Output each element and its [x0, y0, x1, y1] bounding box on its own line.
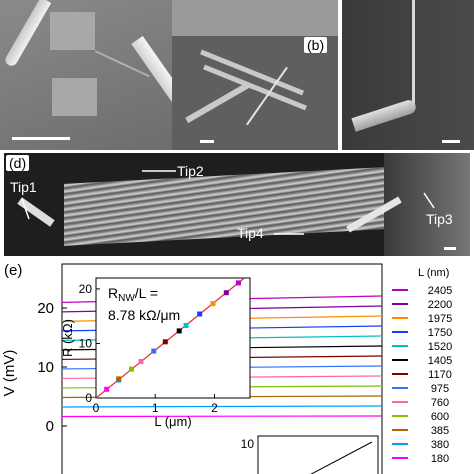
legend-title: L (nm)	[418, 267, 449, 279]
inset-y-tick-label: 10	[79, 336, 93, 350]
series-line	[61, 405, 383, 408]
inset2-frame	[257, 435, 379, 474]
inset-point	[104, 386, 110, 392]
inset-point	[210, 301, 216, 307]
sem-panel-d: (d) Tip1 Tip2 Tip3 Tip4	[4, 153, 470, 256]
legend-item: 1520	[428, 341, 452, 353]
y-tick-label: 20	[37, 300, 54, 317]
inset-point	[197, 311, 203, 317]
inset-point	[162, 339, 168, 345]
inset-point	[116, 376, 122, 382]
electrode-finger	[185, 82, 249, 124]
electrode-pad	[52, 78, 97, 116]
legend-item: 760	[431, 397, 449, 409]
legend-item: 975	[431, 383, 449, 395]
panel-b-label: (b)	[304, 37, 328, 53]
tip2-label: Tip2	[177, 163, 204, 179]
legend-item: 1170	[428, 369, 452, 381]
legend-item: 385	[431, 425, 449, 437]
tip-arrows	[21, 170, 435, 235]
inset-y-label: R (kΩ)	[60, 319, 75, 357]
y-tick-label: 0	[46, 418, 54, 435]
nanowire	[412, 0, 415, 105]
legend-item: 1405	[428, 355, 452, 367]
legend-item: 2200	[428, 299, 452, 311]
inset-point	[176, 328, 182, 334]
inset-point	[151, 348, 157, 354]
inset2-y-tick-label: 10	[241, 437, 255, 451]
legend-item: 2405	[428, 285, 452, 297]
main-plot-frame	[61, 263, 383, 474]
scale-bar	[444, 247, 456, 250]
substrate	[384, 153, 470, 256]
sem-panel-b: (b)	[172, 0, 338, 150]
tip3-label: Tip3	[426, 211, 453, 227]
tip1-label: Tip1	[10, 179, 37, 195]
legend-item: 380	[431, 439, 449, 451]
scale-bar	[200, 140, 214, 143]
probe-tip	[3, 0, 52, 68]
tip3-arrow	[423, 192, 435, 209]
probe-tip	[131, 35, 172, 110]
inset-x-label: L (μm)	[154, 414, 191, 429]
sem-panel-c	[342, 0, 474, 150]
y-tick-label: 10	[37, 359, 54, 376]
probe-tip	[351, 98, 418, 132]
inset-x-tick-label: 1	[152, 401, 159, 415]
inset-y-tick-label: 20	[79, 282, 93, 296]
tip4-label: Tip4	[237, 225, 264, 241]
scale-bar	[12, 137, 70, 140]
panel-d-label: (d)	[6, 155, 30, 171]
panel-e-label: (e)	[4, 262, 23, 279]
electrode-pad	[50, 12, 95, 50]
tip1-arrow	[21, 198, 30, 220]
legend-item: 1975	[428, 313, 452, 325]
inset-annotation-line1: RNW/L =	[108, 285, 158, 304]
inset-y-tick-label: 0	[85, 391, 92, 405]
legend-item: 180	[431, 453, 449, 465]
y-axis-label: V (mV)	[1, 350, 18, 397]
inset-x-tick-label: 0	[93, 401, 100, 415]
scale-bar	[442, 140, 460, 143]
inset-point	[235, 280, 241, 286]
inset-point	[129, 366, 135, 372]
legend-item: 1750	[428, 327, 452, 339]
sem-panel-a	[0, 0, 172, 150]
inset-point	[223, 290, 229, 296]
inset-annotation-line2: 8.78 kΩ/μm	[108, 307, 180, 323]
inset-point	[138, 358, 144, 364]
legend-item: 600	[431, 411, 449, 423]
inset-top	[172, 0, 338, 36]
inset-x-tick-label: 2	[211, 401, 218, 415]
inset-point	[183, 322, 189, 328]
